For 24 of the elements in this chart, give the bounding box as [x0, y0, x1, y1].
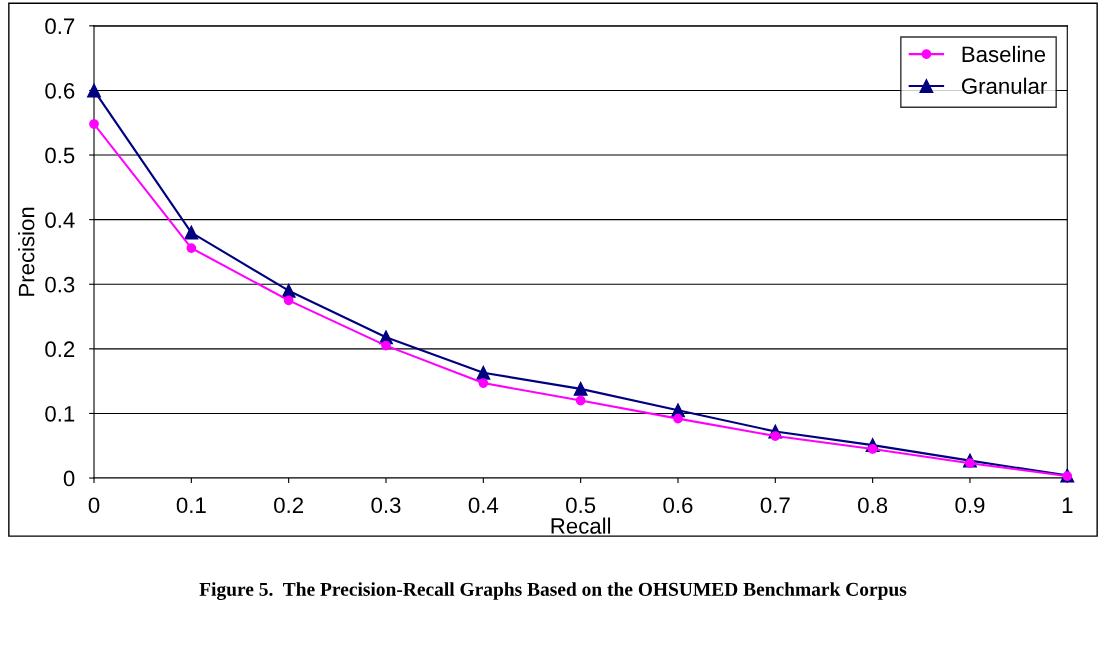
x-tick-label: 0.6 [663, 497, 693, 514]
x-tick-label: 0.1 [176, 497, 206, 514]
y-tick-label: 0.3 [45, 276, 75, 293]
x-tick-label: 0.5 [566, 497, 596, 514]
x-tick-label: 0 [88, 497, 100, 514]
legend-label: Baseline [962, 45, 1046, 63]
legend-label: Granular [961, 77, 1047, 94]
x-tick-label: 0.4 [468, 497, 499, 514]
y-tick-label: 0.7 [45, 18, 75, 35]
x-tick-label: 1 [1062, 497, 1073, 513]
y-tick-label: 0.4 [45, 212, 75, 228]
y-tick-label: 0.6 [45, 82, 75, 99]
x-tick-label: 0.3 [371, 497, 401, 514]
x-tick-label: 0.7 [760, 497, 790, 514]
x-tick-label: 0.8 [858, 497, 888, 514]
y-tick-label: 0 [63, 470, 75, 487]
y-tick-label: 0.5 [45, 147, 75, 164]
x-tick-label: 0.2 [274, 497, 303, 514]
caption: Figure 5. The Precision-Recall Graphs Based on the OHSUMED Benchmark Corpus [199, 582, 907, 600]
y-axis-title: Precision [18, 207, 35, 296]
y-tick-label: 0.2 [45, 341, 75, 358]
x-axis-title: Recall [551, 517, 611, 534]
y-tick-label: 0.1 [45, 405, 75, 422]
x-tick-label: 0.9 [955, 497, 985, 514]
